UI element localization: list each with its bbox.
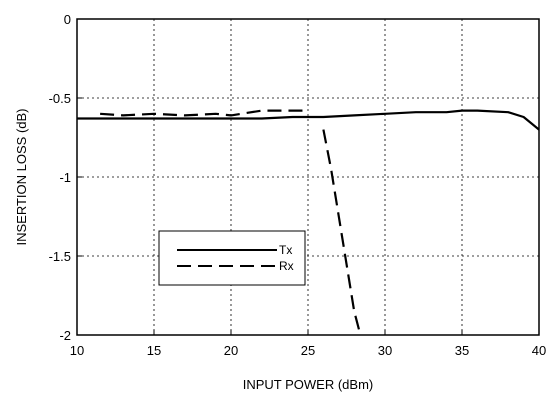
y-tick-label: 0 [64, 12, 71, 27]
x-axis-title: INPUT POWER (dBm) [243, 377, 374, 392]
x-tick-label: 30 [378, 343, 392, 358]
x-tick-label: 35 [455, 343, 469, 358]
x-tick-label: 25 [301, 343, 315, 358]
axis-ticks: 10 15 20 25 30 35 40 0 -0.5 -1 -1.5 -2 [49, 12, 547, 358]
x-tick-label: 20 [224, 343, 238, 358]
x-tick-label: 40 [532, 343, 546, 358]
y-tick-label: -1 [59, 170, 71, 185]
series-line-rx-drop [322, 129, 362, 336]
series-line-rx [100, 109, 308, 117]
x-tick-label: 15 [147, 343, 161, 358]
y-tick-label: -2 [59, 328, 71, 343]
grid [77, 19, 539, 335]
series-line-tx [77, 109, 540, 131]
y-tick-label: -0.5 [49, 91, 71, 106]
legend-label-tx: Tx [279, 243, 292, 257]
y-axis-title: INSERTION LOSS (dB) [14, 108, 29, 245]
legend-label-rx: Rx [279, 259, 294, 273]
y-tick-label: -1.5 [49, 249, 71, 264]
series-layer [77, 109, 540, 336]
x-tick-label: 10 [70, 343, 84, 358]
legend-box [158, 230, 306, 286]
legend: Tx Rx [158, 230, 306, 286]
